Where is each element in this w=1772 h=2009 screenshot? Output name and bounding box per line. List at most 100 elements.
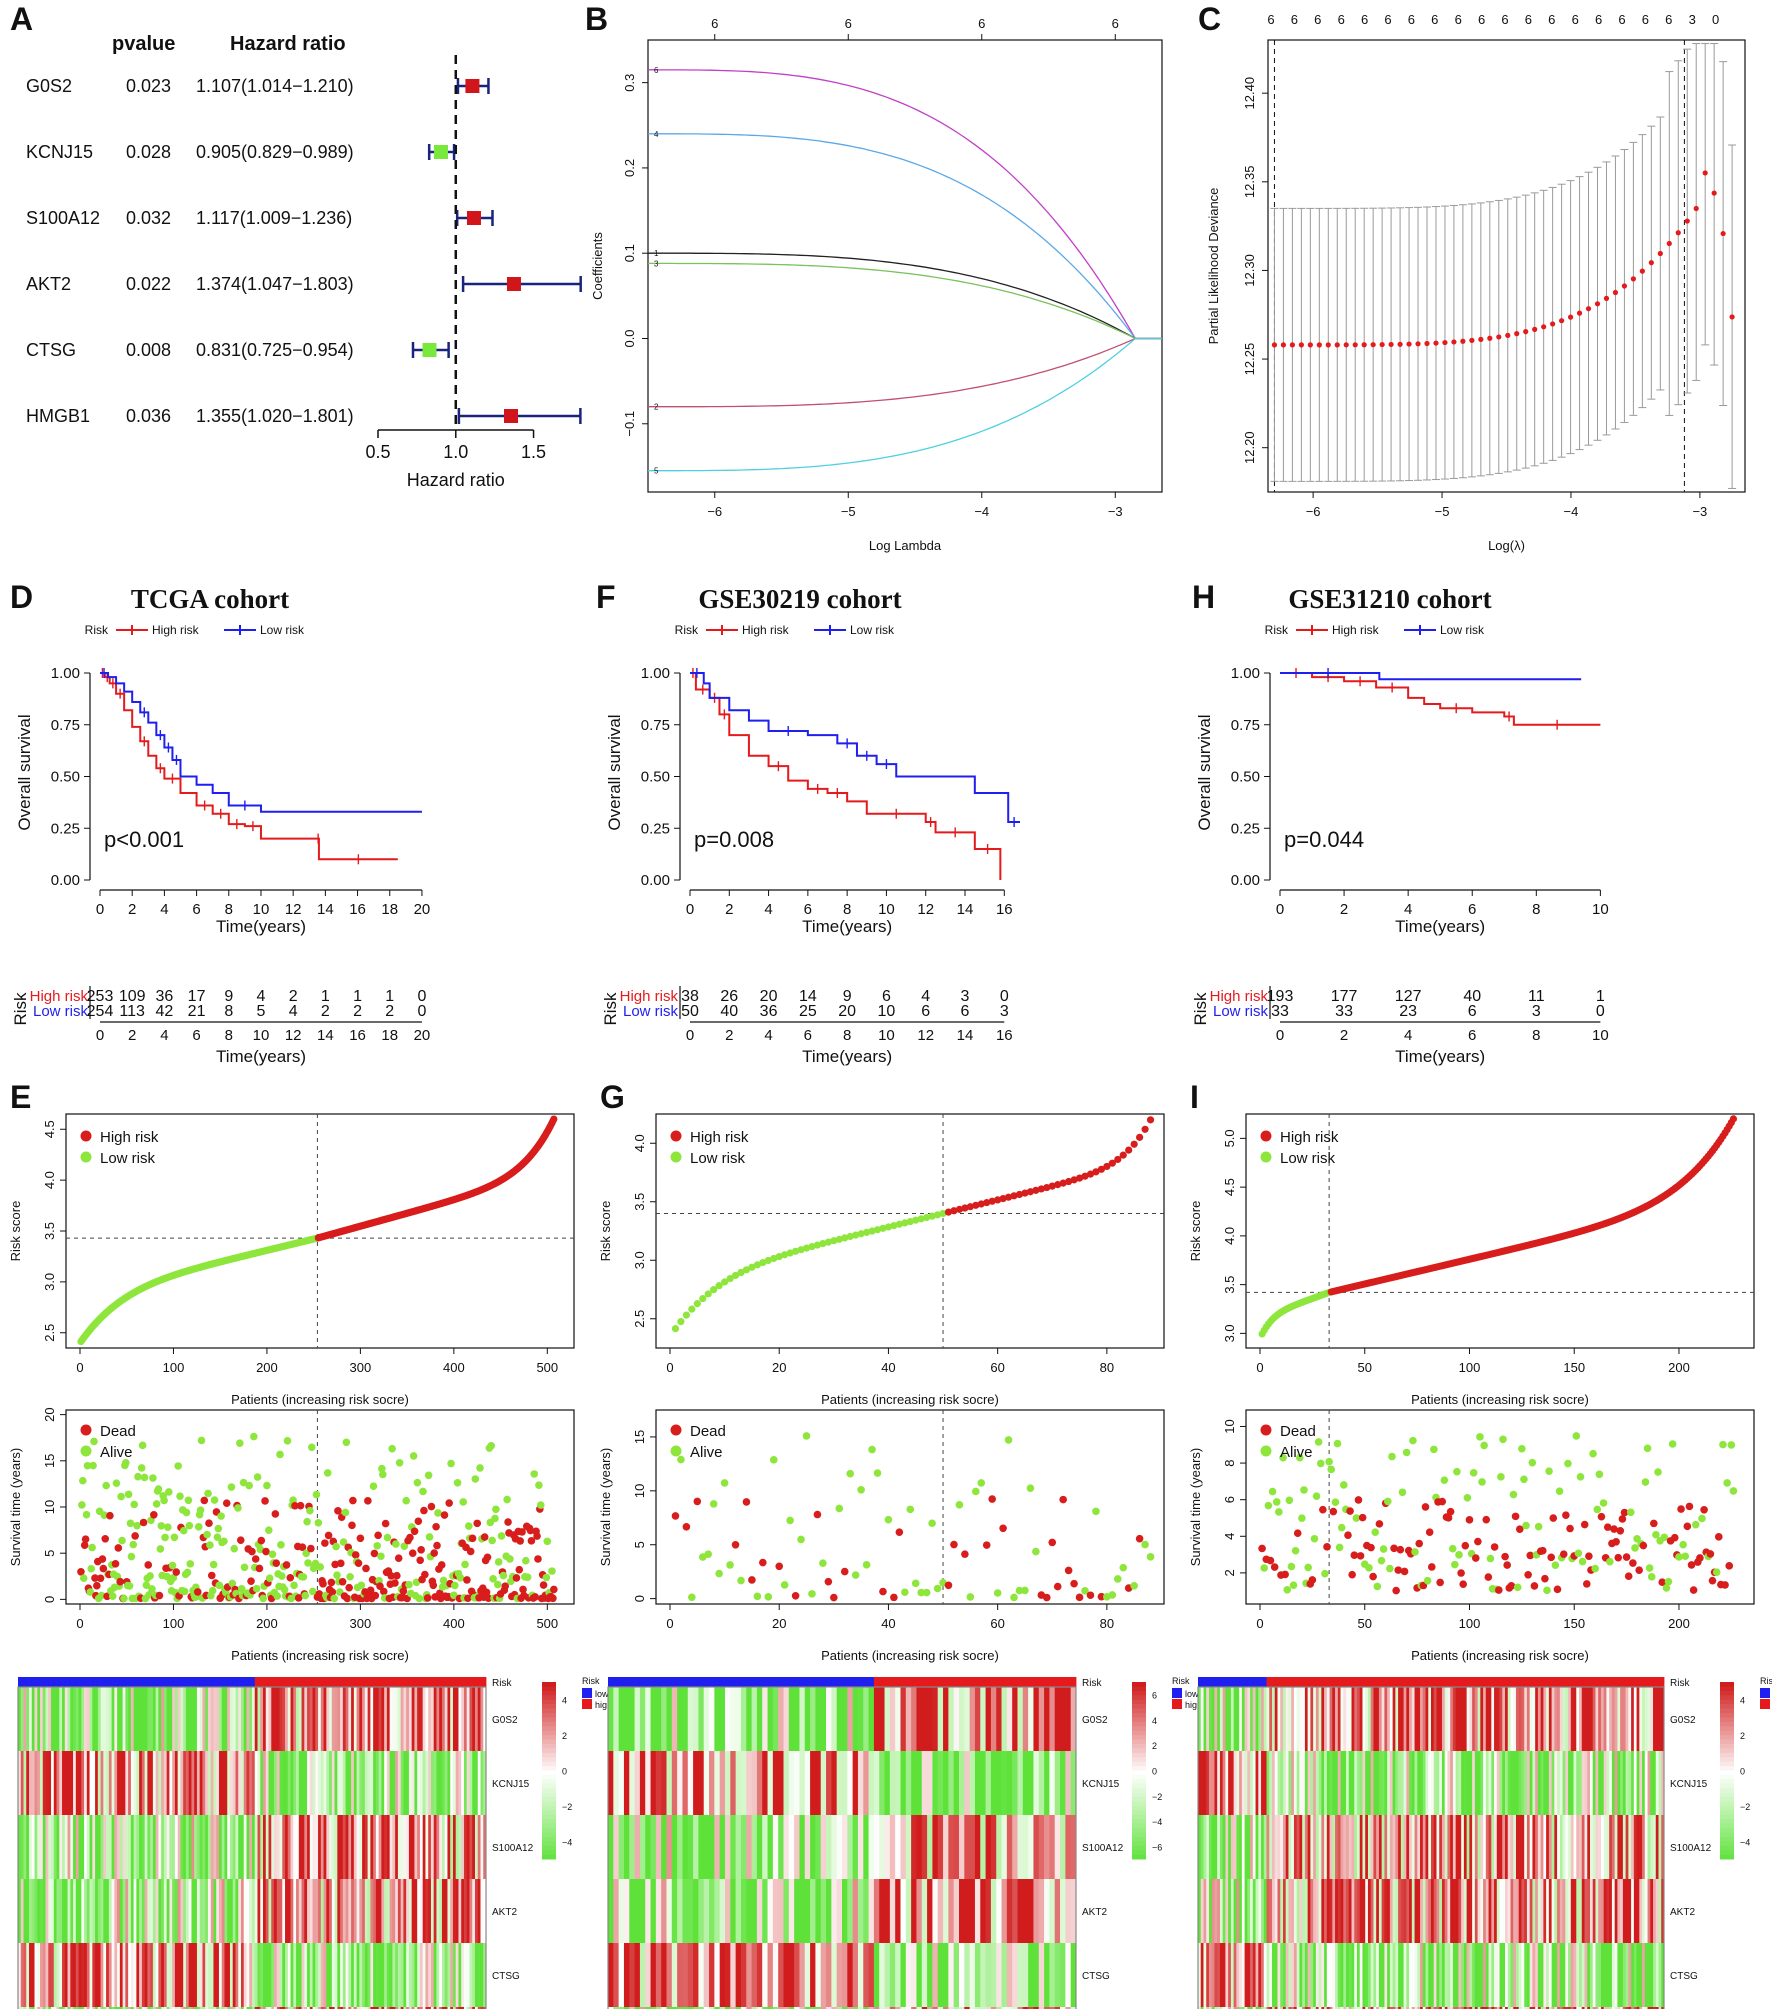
heatmap-cell: [166, 2007, 170, 2009]
forest-hr-text: 1.355(1.020−1.801): [196, 406, 354, 426]
heatmap-cell: [296, 1687, 300, 1751]
heatmap-cell: [301, 1815, 305, 1879]
survival-status-point: [1474, 1537, 1482, 1546]
heatmap-cell: [1406, 1687, 1410, 1751]
heatmap-cell: [1469, 1751, 1473, 1815]
risk-score-point: [933, 1211, 942, 1219]
heatmap-cell: [1241, 1815, 1245, 1879]
heatmap-cell: [725, 1751, 731, 1815]
heatmap-cell: [205, 1879, 209, 1943]
heatmap-cell: [1321, 1687, 1325, 1751]
survival-status-point: [379, 1470, 387, 1479]
deviance-point: [1711, 190, 1717, 196]
heatmap-cell: [1310, 1751, 1314, 1815]
heatmap-cell: [1502, 1815, 1506, 1879]
heatmap-cell: [227, 2007, 231, 2009]
y-tick-label: 8: [1222, 1459, 1237, 1466]
survival-status-point: [277, 1541, 285, 1549]
heatmap-risk-cell: [1241, 1677, 1245, 1687]
heatmap-cell: [450, 1687, 454, 1751]
heatmap-cell: [342, 1751, 346, 1815]
heatmap-risk-cell: [70, 1677, 74, 1687]
heatmap-cell: [1006, 2007, 1013, 2009]
heatmap-cell: [26, 1879, 30, 1943]
top-count-label: 6: [1642, 12, 1649, 27]
heatmap-cell: [436, 1943, 440, 2007]
heatmap-cell: [1485, 1751, 1489, 1815]
heatmap-cell: [342, 1687, 346, 1751]
heatmap-cell: [1329, 1687, 1333, 1751]
heatmap-cell: [1060, 1687, 1066, 1751]
heatmap-legend-title: Risk: [1172, 1676, 1190, 1686]
heatmap-cell: [276, 1943, 280, 2007]
heatmap-cell: [81, 1815, 85, 1879]
heatmap-cell: [218, 2007, 223, 2009]
heatmap-cell: [375, 1943, 380, 2007]
legend-alive-label: Alive: [690, 1444, 723, 1461]
risk-table-time-label: 14: [317, 1027, 334, 1044]
heatmap-cell: [1022, 1751, 1029, 1815]
survival-status-point: [427, 1502, 436, 1511]
heatmap-cell: [783, 1943, 790, 2007]
survival-status-point: [1327, 1465, 1336, 1474]
survival-status-point: [126, 1519, 135, 1528]
survival-status-point: [677, 1455, 685, 1464]
survival-status-point: [846, 1469, 855, 1478]
heatmap-risk-cell: [1321, 1677, 1325, 1687]
survival-status-point: [1555, 1487, 1564, 1495]
heatmap-cell: [948, 1943, 955, 2007]
heatmap-cell: [1554, 1687, 1558, 1751]
heatmap-risk-cell: [419, 1677, 424, 1687]
heatmap-cell: [996, 1751, 1002, 1815]
x-axis-title: Patients (increasing risk socre): [821, 1648, 999, 1663]
heatmap-risk-cell: [287, 1677, 291, 1687]
heatmap-cell: [444, 2007, 448, 2009]
heatmap-cell: [400, 1751, 404, 1815]
heatmap-cell: [389, 1943, 393, 2007]
survival-status-point: [1319, 1505, 1327, 1514]
survival-status-point: [1721, 1581, 1729, 1589]
survival-status-point: [280, 1585, 289, 1594]
survival-status-point: [542, 1573, 551, 1582]
survival-status-point: [944, 1581, 953, 1590]
heatmap-cell: [370, 1943, 374, 2007]
heatmap-cell: [1439, 1751, 1443, 1815]
heatmap-cell: [194, 1815, 198, 1879]
heatmap-cell: [86, 1879, 90, 1943]
heatmap-cell: [1033, 1815, 1040, 1879]
deviance-point: [1505, 332, 1511, 338]
y-tick-label: 0.75: [641, 717, 670, 734]
heatmap-cell: [916, 1751, 923, 1815]
heatmap-cell: [469, 1751, 473, 1815]
heatmap-cell: [364, 2007, 369, 2009]
survival-status-point: [742, 1498, 751, 1506]
risk-table-time-label: 8: [1532, 1027, 1540, 1044]
x-tick-label: 80: [1100, 1616, 1114, 1631]
heatmap-cell: [671, 2007, 678, 2009]
heatmap-cell: [937, 1879, 944, 1943]
heatmap-cell: [1507, 1687, 1511, 1751]
heatmap-risk-cell: [1392, 1677, 1396, 1687]
heatmap-cell: [125, 1751, 129, 1815]
heatmap-cell: [756, 1815, 763, 1879]
survival-status-point: [1438, 1497, 1447, 1506]
panel-letter-e: E: [10, 1079, 31, 1115]
heatmap-risk-cell: [458, 1677, 462, 1687]
heatmap-risk-cell: [1285, 1677, 1289, 1687]
color-scale-segment: [1132, 1699, 1146, 1705]
heatmap-cell: [645, 1943, 651, 2007]
heatmap-cell: [1428, 1815, 1432, 1879]
heatmap-cell: [1359, 1815, 1363, 1879]
heatmap-cell: [218, 1751, 223, 1815]
heatmap-risk-cell: [1461, 1677, 1465, 1687]
heatmap-cell: [778, 1943, 784, 2007]
heatmap-cell: [634, 1687, 641, 1751]
color-scale-segment: [542, 1748, 556, 1754]
heatmap-cell: [1337, 1815, 1341, 1879]
heatmap-row-label: G0S2: [1670, 1715, 1696, 1726]
heatmap-cell: [916, 1815, 923, 1879]
heatmap-cell: [202, 1943, 206, 2007]
heatmap-cell: [430, 1815, 435, 1879]
heatmap-cell: [177, 1943, 181, 2007]
heatmap-cell: [403, 1815, 407, 1879]
